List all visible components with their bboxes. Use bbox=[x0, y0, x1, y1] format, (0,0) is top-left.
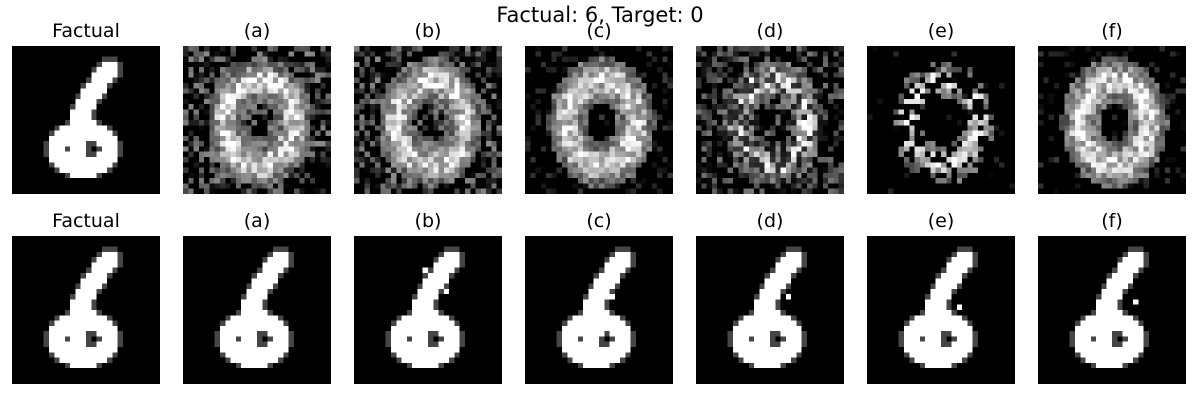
digit-image bbox=[867, 236, 1015, 384]
image-panel bbox=[525, 236, 673, 384]
image-panel bbox=[696, 46, 844, 194]
digit-image bbox=[525, 236, 673, 384]
panel-title: (c) bbox=[525, 208, 673, 234]
digit-image bbox=[1038, 46, 1186, 194]
image-panel bbox=[354, 46, 502, 194]
panel-title: Factual bbox=[12, 208, 160, 234]
digit-image bbox=[867, 46, 1015, 194]
panel-title: (f) bbox=[1038, 208, 1186, 234]
panel-title: (f) bbox=[1038, 18, 1186, 44]
panel-title: Factual bbox=[12, 18, 160, 44]
digit-image bbox=[183, 46, 331, 194]
image-panel bbox=[12, 46, 160, 194]
image-panel bbox=[525, 46, 673, 194]
image-panel bbox=[12, 236, 160, 384]
panel-title: (d) bbox=[696, 18, 844, 44]
image-panel bbox=[183, 236, 331, 384]
digit-image bbox=[354, 236, 502, 384]
digit-image bbox=[354, 46, 502, 194]
image-panel bbox=[354, 236, 502, 384]
digit-image bbox=[12, 236, 160, 384]
panel-title: (e) bbox=[867, 18, 1015, 44]
panel-title: (a) bbox=[183, 208, 331, 234]
digit-image bbox=[1038, 236, 1186, 384]
digit-image bbox=[696, 236, 844, 384]
image-panel bbox=[867, 236, 1015, 384]
digit-image bbox=[183, 236, 331, 384]
digit-image bbox=[696, 46, 844, 194]
panel-title: (e) bbox=[867, 208, 1015, 234]
panel-title: (c) bbox=[525, 18, 673, 44]
image-panel bbox=[867, 46, 1015, 194]
image-panel bbox=[1038, 236, 1186, 384]
panel-title: (a) bbox=[183, 18, 331, 44]
digit-image bbox=[525, 46, 673, 194]
image-panel bbox=[696, 236, 844, 384]
panel-title: (b) bbox=[354, 18, 502, 44]
panel-title: (b) bbox=[354, 208, 502, 234]
image-panel bbox=[1038, 46, 1186, 194]
digit-image bbox=[12, 46, 160, 194]
panel-title: (d) bbox=[696, 208, 844, 234]
image-panel bbox=[183, 46, 331, 194]
